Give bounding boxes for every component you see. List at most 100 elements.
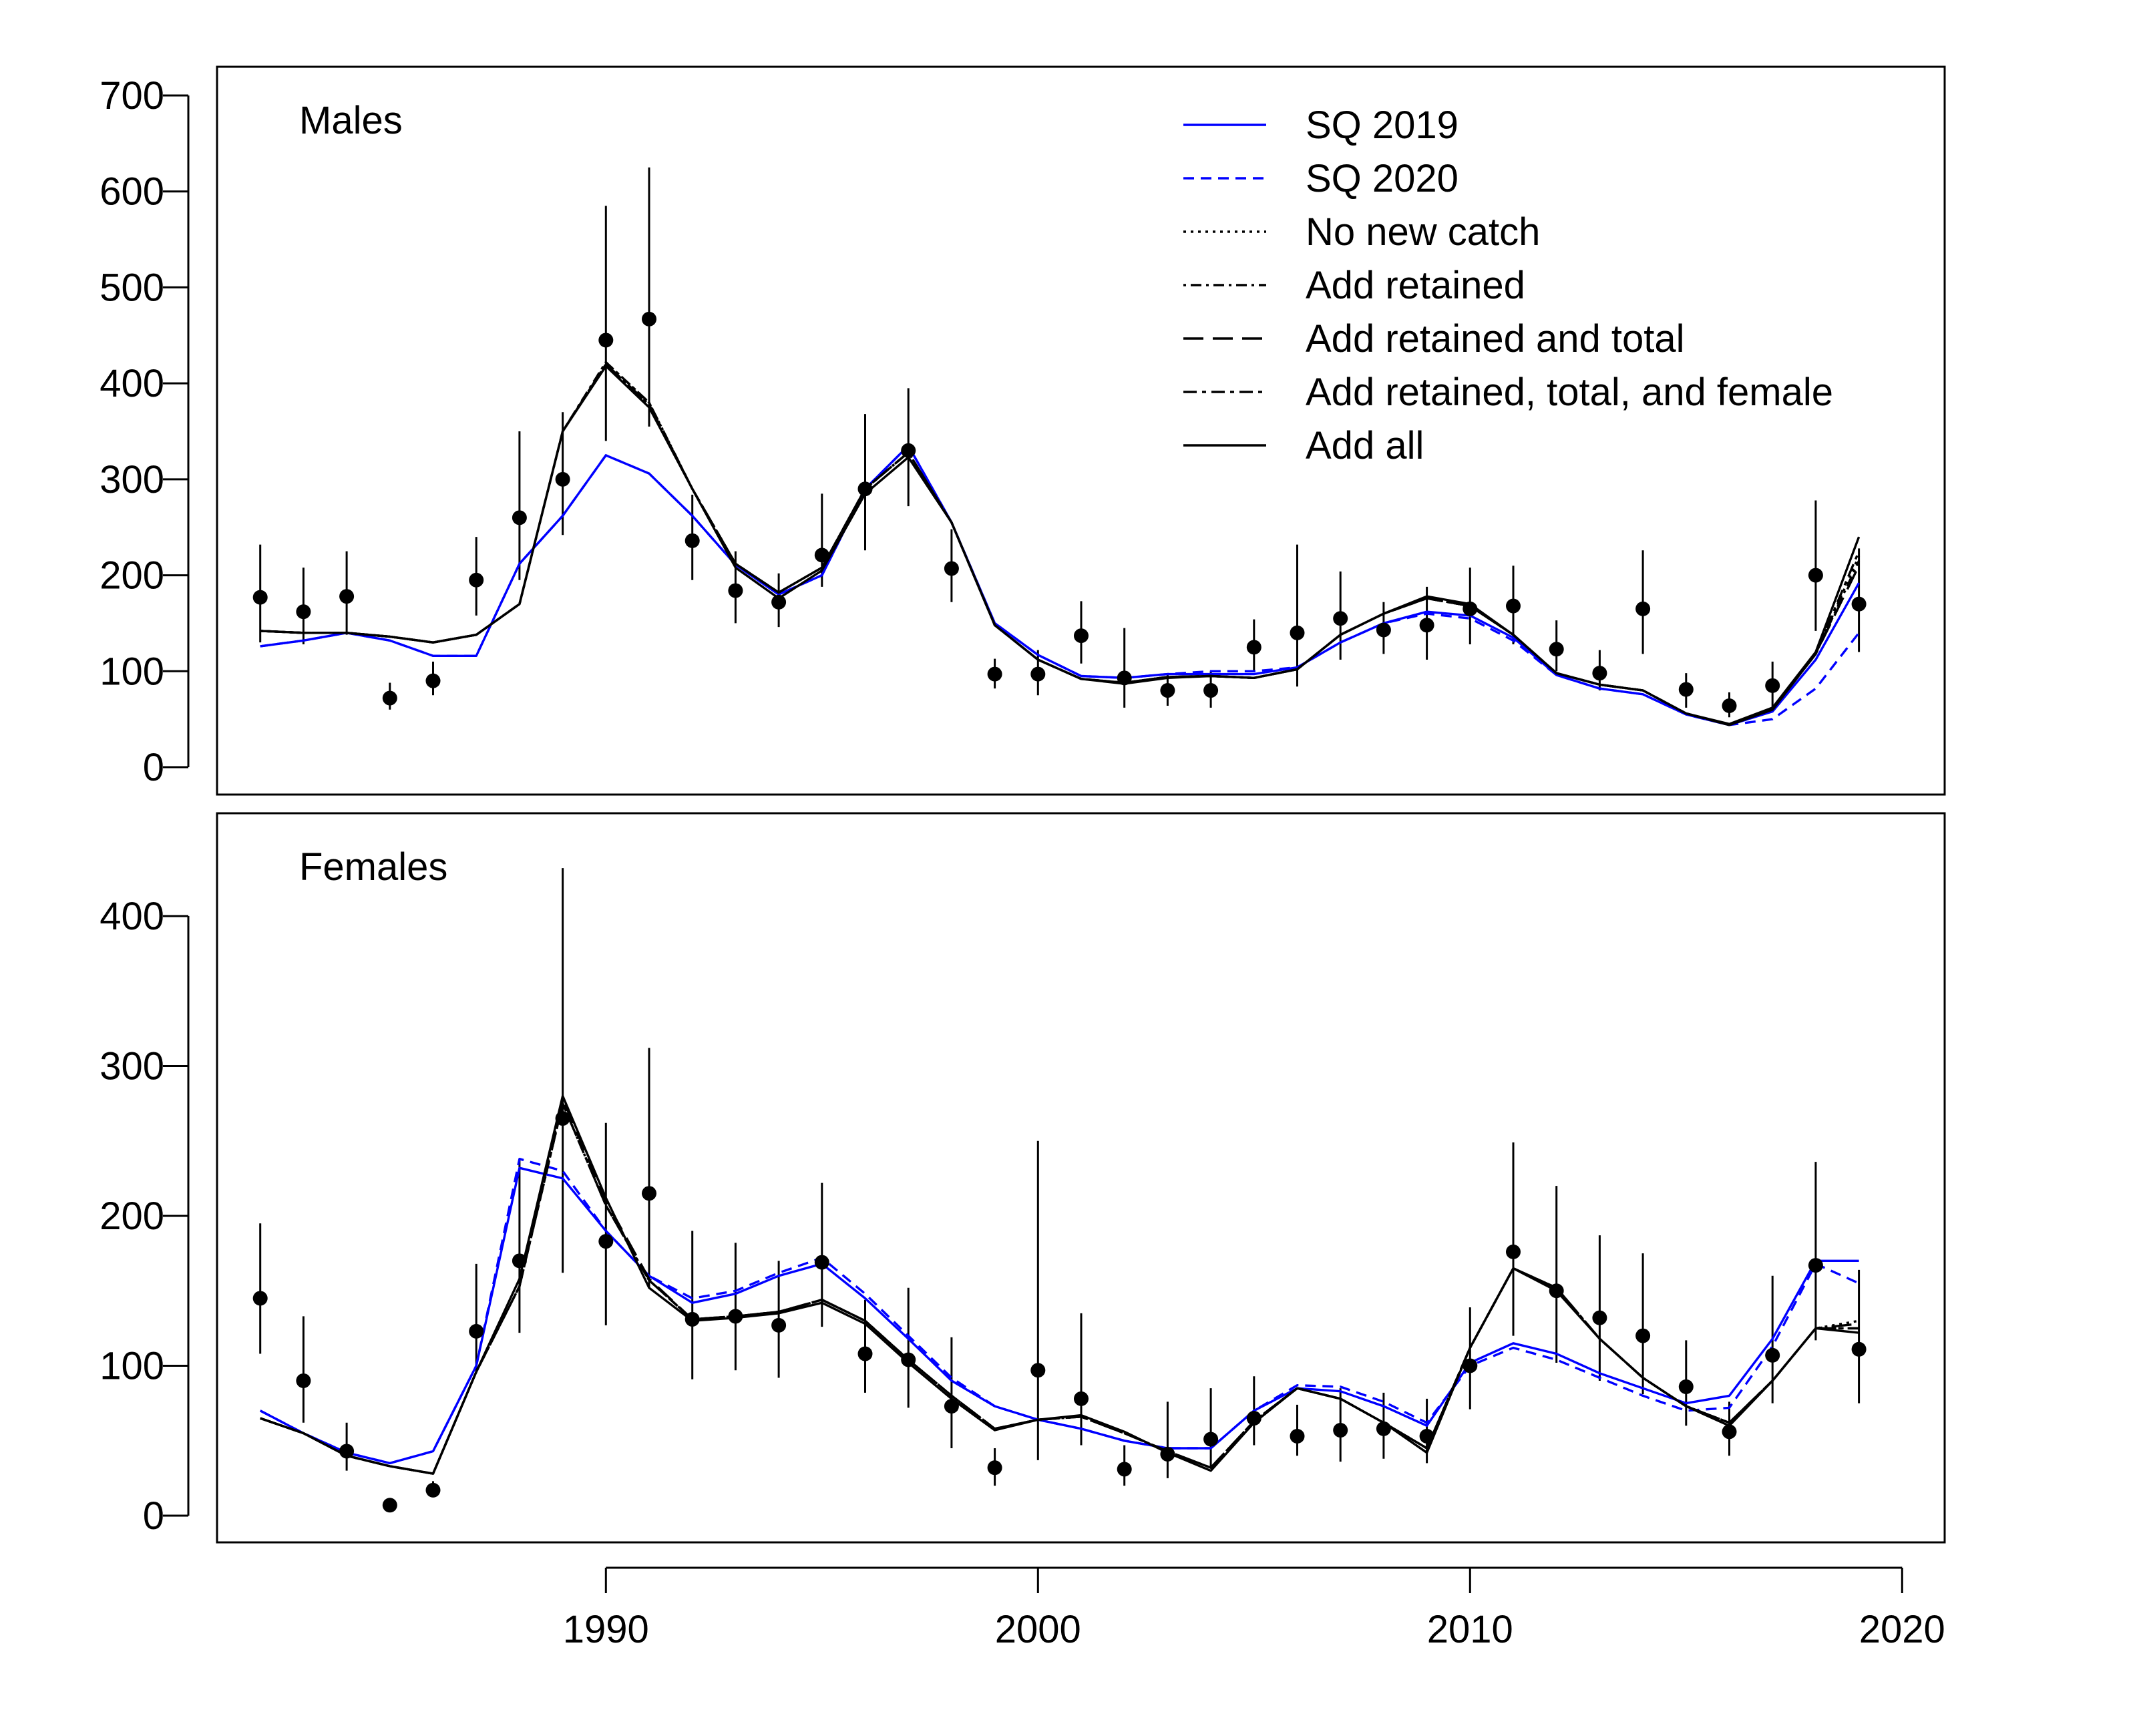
series-line-add-retained-and-total	[260, 363, 1861, 726]
observed-point	[1722, 1424, 1737, 1440]
observed-point	[1592, 666, 1607, 681]
observed-point	[1851, 596, 1867, 612]
legend-label-sq-2020: SQ 2020	[1306, 157, 1459, 200]
legend-label-add-retained-and-total: Add retained and total	[1306, 317, 1685, 361]
plot-frame	[216, 812, 1946, 1544]
observed-point	[1160, 1446, 1175, 1462]
series-line-sq-2020	[259, 1157, 1860, 1465]
observed-point	[685, 533, 700, 548]
x-tick-label: 2020	[1859, 1608, 1945, 1651]
observed-point	[1203, 683, 1219, 698]
y-tick-label: 0	[143, 1494, 164, 1538]
observed-point	[1246, 1411, 1261, 1426]
observed-point	[685, 1311, 700, 1327]
panel-label-males: Males	[299, 99, 403, 142]
observed-point	[1160, 683, 1175, 698]
observed-point	[987, 666, 1002, 682]
observed-point	[469, 1323, 484, 1339]
observed-point	[1635, 601, 1651, 616]
observed-point	[1246, 640, 1261, 655]
observed-point	[1117, 1462, 1132, 1477]
observed-point	[771, 594, 787, 610]
observed-point	[1463, 1358, 1478, 1373]
y-tick-label: 600	[100, 170, 164, 214]
y-tick-label: 700	[100, 74, 164, 118]
observed-point	[728, 1309, 743, 1324]
series-line-add-retained-total-and-female	[260, 363, 1861, 726]
legend-label-add-all: Add all	[1306, 424, 1424, 467]
observed-point	[1419, 618, 1434, 633]
observed-point	[987, 1460, 1002, 1476]
observed-point	[728, 583, 743, 598]
observed-point	[1333, 1423, 1348, 1438]
observed-point	[1074, 1391, 1089, 1406]
observed-point	[382, 1498, 397, 1513]
series-line-no-new-catch	[260, 361, 1861, 726]
observed-point	[642, 311, 656, 327]
observed-point	[296, 1373, 311, 1388]
observed-point	[1463, 601, 1478, 616]
observed-point	[425, 1482, 441, 1498]
y-tick-label: 300	[100, 458, 164, 501]
observed-point	[1765, 678, 1780, 693]
observed-point	[425, 673, 441, 688]
observed-point	[339, 1444, 355, 1459]
observed-point	[1376, 622, 1391, 638]
observed-point	[1506, 1244, 1521, 1259]
observed-point	[1030, 1363, 1046, 1378]
observed-point	[1203, 1432, 1219, 1447]
observed-point	[771, 1317, 787, 1333]
males-panel: 0 100 200 300 400 500 600 700 Males	[100, 65, 1946, 796]
observed-point	[1722, 698, 1737, 714]
observed-point	[469, 572, 484, 588]
series-line-add-all	[260, 1094, 1859, 1475]
observed-point	[296, 604, 311, 620]
observed-point	[1333, 611, 1348, 626]
legend-label-add-retained-total-and-female: Add retained, total, and female	[1306, 371, 1833, 414]
x-tick-label: 2010	[1427, 1608, 1513, 1651]
observed-point	[1851, 1341, 1867, 1357]
y-tick-label: 400	[100, 895, 164, 938]
observed-point	[598, 1234, 614, 1249]
plot-frame	[216, 65, 1946, 796]
series-line-sq-2019	[260, 444, 1861, 726]
observed-point	[1592, 1310, 1607, 1325]
legend-label-add-retained: Add retained	[1306, 264, 1525, 307]
observed-point	[944, 561, 959, 576]
series-line-add-all	[260, 365, 1861, 726]
x-tick-label: 2000	[995, 1608, 1081, 1651]
observed-point	[1376, 1421, 1391, 1436]
y-tick-label: 200	[100, 554, 164, 598]
observed-point	[555, 471, 570, 487]
observed-point	[814, 548, 829, 563]
y-tick-label: 100	[100, 650, 164, 693]
observed-point	[382, 690, 397, 706]
observed-point	[814, 1255, 829, 1270]
females-panel: 0 100 200 300 400 Females	[100, 812, 1946, 1544]
observed-point	[252, 1291, 268, 1306]
panel-label-females: Females	[299, 845, 447, 889]
observed-point	[252, 590, 268, 605]
observed-point	[1419, 1429, 1434, 1444]
observed-point	[1549, 1283, 1564, 1299]
observed-point	[1635, 1328, 1651, 1343]
observed-point	[642, 1186, 656, 1201]
observed-point	[555, 1111, 570, 1126]
observed-point	[1290, 625, 1305, 640]
observed-point	[1549, 642, 1564, 657]
observed-point	[1506, 598, 1521, 614]
observed-point	[598, 333, 614, 348]
observed-point	[1678, 1379, 1694, 1394]
y-tick-label: 200	[100, 1195, 164, 1238]
legend-label-no-new-catch: No new catch	[1306, 210, 1540, 254]
observed-point	[857, 481, 873, 497]
observed-point	[944, 1399, 959, 1414]
legend-label-sq-2019: SQ 2019	[1306, 103, 1459, 147]
legend: SQ 2019 SQ 2020 No new catch Add retained Ad…	[1183, 103, 1833, 467]
observed-point	[857, 1346, 873, 1361]
observed-point	[1808, 1258, 1823, 1273]
observed-point	[1030, 666, 1046, 682]
observed-point	[901, 1352, 916, 1367]
observed-point	[1808, 568, 1823, 583]
y-tick-label: 400	[100, 362, 164, 405]
